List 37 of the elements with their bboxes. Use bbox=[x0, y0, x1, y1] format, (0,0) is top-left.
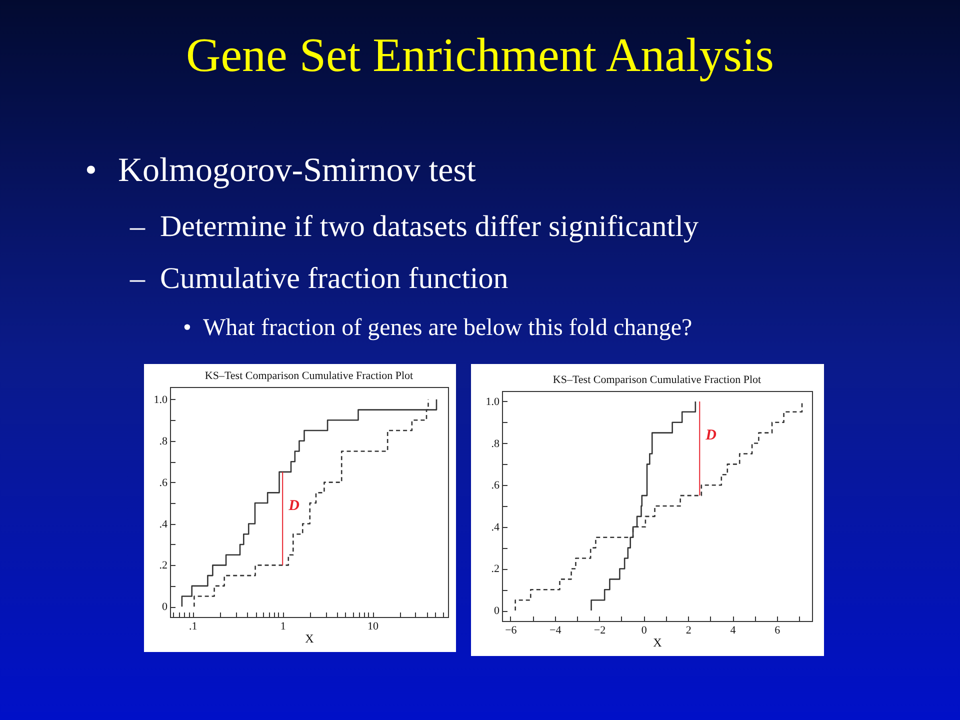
y-tick-label: .6 bbox=[159, 476, 168, 489]
text: What fraction of genes are below this fold change? bbox=[203, 315, 692, 342]
x-tick-label: −2 bbox=[594, 624, 606, 636]
annotation: D bbox=[704, 428, 717, 444]
x-tick-label: .1 bbox=[189, 620, 198, 632]
text: – bbox=[130, 262, 145, 296]
y-tick-label: .2 bbox=[491, 563, 500, 576]
x-tick-label: 1 bbox=[280, 620, 286, 632]
x-axis-title: X bbox=[305, 632, 314, 646]
x-tick-label: 6 bbox=[774, 624, 781, 636]
x-tick-label: 2 bbox=[686, 624, 692, 636]
x-tick-label: 10 bbox=[368, 620, 380, 632]
y-tick-label: 1.0 bbox=[154, 394, 168, 406]
annotation: D bbox=[288, 498, 300, 514]
x-axis-title: X bbox=[653, 636, 662, 650]
text: • bbox=[85, 152, 97, 190]
y-tick-label: .8 bbox=[491, 438, 500, 450]
x-tick-label: −4 bbox=[549, 624, 562, 636]
text: Kolmogorov-Smirnov test bbox=[118, 152, 476, 190]
y-tick-label: 1.0 bbox=[486, 396, 500, 408]
y-tick-label: .6 bbox=[491, 480, 500, 492]
text: Determine if two datasets differ significantly bbox=[160, 210, 698, 244]
y-tick-label: .4 bbox=[159, 518, 168, 530]
x-tick-label: 4 bbox=[730, 624, 736, 636]
text: Cumulative fraction function bbox=[160, 262, 508, 296]
text: Gene Set Enrichment Analysis bbox=[185, 28, 775, 83]
text: • bbox=[183, 315, 192, 342]
x-tick-label: 0 bbox=[641, 624, 648, 636]
y-tick-label: .8 bbox=[159, 435, 168, 448]
y-tick-label: 0 bbox=[494, 605, 500, 618]
y-tick-label: .2 bbox=[159, 560, 168, 572]
chart-title: KS–Test Comparison Cumulative Fraction Plot bbox=[552, 374, 762, 386]
x-tick-label: −6 bbox=[505, 624, 518, 636]
chart-title: KS–Test Comparison Cumulative Fraction Plot bbox=[204, 370, 414, 382]
y-tick-label: .4 bbox=[491, 521, 500, 534]
text: – bbox=[130, 210, 145, 244]
y-tick-label: 0 bbox=[162, 601, 168, 614]
